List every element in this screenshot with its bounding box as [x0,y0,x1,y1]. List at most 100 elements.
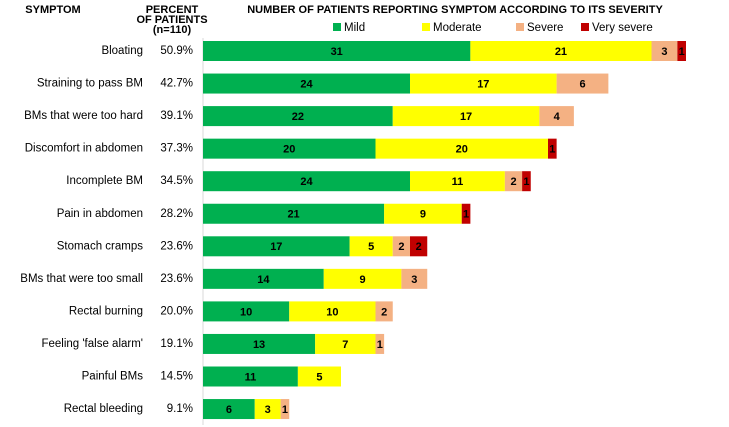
bar-segment [392,106,540,127]
legend-swatch [516,23,524,31]
category-label: Pain in abdomen [57,208,143,220]
percent-header: PERCENT [146,4,199,16]
bar-segment [677,41,686,61]
percent-label: 50.9% [160,45,193,57]
bar-segment [556,73,609,94]
segment-label: 21 [555,46,567,58]
bar-segment [254,399,281,420]
bar-segment [349,236,393,257]
segment-label: 14 [257,274,270,286]
segment-label: 24 [300,176,313,188]
segment-label: 10 [326,306,338,318]
bar-segment [203,268,324,289]
segment-label: 11 [452,176,464,188]
bar-segment [401,268,428,289]
bar-segment [203,236,350,257]
legend-swatch [333,23,341,31]
legend-swatch [422,23,430,31]
percent-label: 23.6% [160,240,193,252]
segment-label: 20 [283,144,295,156]
bar-segment [203,366,298,387]
bar-segment [203,106,393,127]
segment-label: 9 [420,209,426,221]
bar-segment [203,171,410,192]
percent-label: 42.7% [160,78,193,90]
segment-label: 17 [460,111,472,123]
bar-segment [280,399,290,420]
segment-label: 5 [368,241,374,253]
percent-label: 28.2% [160,208,193,220]
bar-segment [289,301,376,322]
percent-label: 14.5% [160,371,193,383]
segment-label: 1 [463,209,469,221]
segment-label: 20 [456,144,468,156]
segment-label: 6 [579,78,585,90]
bar-segment [384,203,462,224]
category-label: Painful BMs [82,371,144,383]
bar-segment [470,41,652,61]
segment-label: 22 [292,111,304,123]
percent-label: 23.6% [160,273,193,285]
segment-label: 2 [381,306,387,318]
segment-label: 17 [477,78,489,90]
bar-segment [461,203,471,224]
percent-header: (n=110) [153,24,192,36]
segment-label: 1 [523,176,529,188]
chart-title: NUMBER OF PATIENTS REPORTING SYMPTOM ACC… [247,4,663,16]
bar-segment [203,138,376,159]
segment-label: 4 [554,111,561,123]
percent-label: 19.1% [160,338,193,350]
segment-label: 24 [300,78,313,90]
bar-segment [375,138,548,159]
bar-segment [323,268,402,289]
category-label: Rectal bleeding [64,403,143,415]
segment-label: 9 [360,274,366,286]
bar-segment [522,171,531,192]
segment-label: 5 [316,371,322,383]
segment-label: 1 [377,339,383,351]
category-label: Feeling 'false alarm' [41,338,143,350]
category-label: Bloating [101,45,143,57]
segment-label: 2 [398,241,404,253]
bar-segment [297,366,341,387]
segment-label: 3 [265,404,271,416]
bar-segment [203,73,410,94]
bar-segment [375,301,393,322]
percent-header: OF PATIENTS [136,14,207,26]
bar-segment [410,73,557,94]
bar-segment [392,236,410,257]
segment-label: 2 [510,176,516,188]
segment-label: 3 [411,274,417,286]
legend-label: Very severe [592,22,653,34]
bar-segment [203,333,316,354]
category-label: Stomach cramps [57,240,144,252]
bar-segment [203,203,385,224]
segment-label: 3 [661,46,667,58]
bar-segment [203,301,290,322]
segment-label: 21 [287,209,299,221]
segment-label: 6 [226,404,232,416]
bar-segment [504,171,523,192]
segment-label: 1 [679,46,685,58]
category-label: Discomfort in abdomen [25,143,143,155]
category-label: BMs that were too hard [24,110,143,122]
bar-segment [375,333,385,354]
percent-label: 37.3% [160,143,193,155]
segment-label: 1 [549,144,555,156]
bar-segment [410,171,505,192]
segment-label: 2 [416,241,422,253]
legend-swatch [581,23,589,31]
segment-label: 13 [253,339,265,351]
segment-label: 7 [342,339,348,351]
category-label: BMs that were too small [20,273,143,285]
percent-label: 9.1% [167,403,193,415]
legend-label: Moderate [433,22,482,34]
segment-label: 31 [331,46,343,58]
percent-label: 20.0% [160,305,193,317]
segment-label: 10 [240,306,252,318]
category-label: Rectal burning [69,305,143,317]
segment-label: 1 [282,404,288,416]
bar-segment [315,333,376,354]
category-label: Straining to pass BM [37,78,143,90]
